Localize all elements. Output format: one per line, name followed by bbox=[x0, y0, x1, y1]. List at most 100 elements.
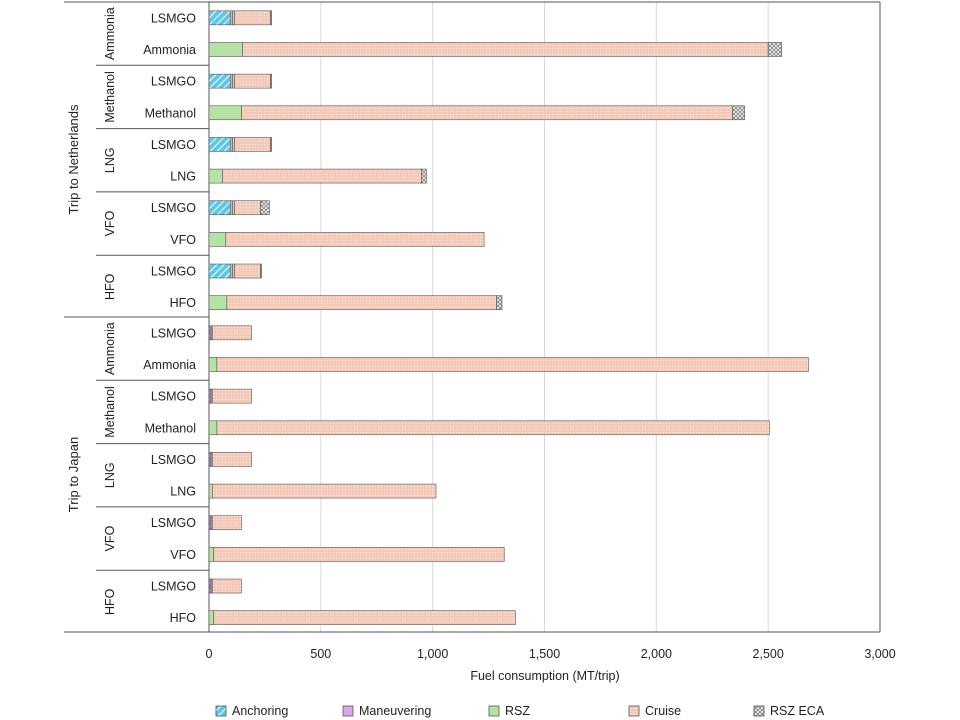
x-tick-label: 2,000 bbox=[641, 647, 672, 661]
bar-segment-rsz bbox=[232, 10, 236, 26]
x-tick-label: 1,000 bbox=[417, 647, 448, 661]
bar-segment-rsz-eca bbox=[767, 42, 782, 57]
bar-category-label: Methanol bbox=[145, 106, 196, 120]
bar-category-label: LSMGO bbox=[151, 390, 196, 404]
bar-segment-cruise bbox=[213, 547, 505, 562]
bar-segment-rsz-eca bbox=[421, 168, 427, 184]
bar-segment-rsz bbox=[208, 42, 243, 57]
bar-segment-cruise bbox=[234, 200, 261, 216]
bar-segment-rsz bbox=[232, 73, 236, 89]
bar-segment-rsz bbox=[232, 263, 236, 279]
bar-category-label: HFO bbox=[170, 611, 197, 625]
bar-segment-cruise bbox=[216, 420, 770, 436]
bar-segment-rsz bbox=[208, 168, 223, 184]
bar-segment-rsz bbox=[232, 137, 236, 152]
bar-segment-cruise bbox=[225, 232, 485, 247]
group-label: VFO bbox=[103, 210, 117, 236]
bar-segment-cruise bbox=[212, 483, 437, 499]
bar-segment-rsz bbox=[208, 357, 218, 372]
group-label: HFO bbox=[103, 588, 117, 615]
bar-segment-cruise bbox=[212, 325, 252, 341]
bar-segment-rsz bbox=[208, 105, 242, 121]
bar-segment-rsz bbox=[208, 295, 228, 310]
bar-segment-cruise bbox=[213, 610, 516, 625]
trip-label: Trip to Netherlands bbox=[66, 104, 81, 215]
bar-category-label: LSMGO bbox=[151, 201, 196, 215]
bar-category-label: HFO bbox=[170, 296, 197, 310]
bar-segment-cruise bbox=[234, 137, 271, 152]
bar-segment-rsz-eca bbox=[260, 200, 270, 216]
legend-swatch bbox=[488, 705, 500, 717]
bar-segment-maneuvering bbox=[229, 263, 233, 279]
gridlines bbox=[320, 2, 881, 632]
bar-segment-rsz-eca bbox=[270, 73, 272, 89]
group-label: Methanol bbox=[103, 386, 117, 437]
bar-segment-anchoring bbox=[208, 263, 231, 279]
bar-segment-cruise bbox=[216, 357, 809, 372]
bar-segment-rsz bbox=[208, 610, 214, 625]
x-axis: 0 500 1,000 1,500 2,000 2,500 3,000 bbox=[206, 647, 896, 661]
bar-category-label: VFO bbox=[170, 548, 196, 562]
legend-swatch bbox=[342, 705, 354, 717]
bar-segment-maneuvering bbox=[229, 137, 233, 152]
x-tick-label: 0 bbox=[206, 647, 213, 661]
bar-segment-rsz-eca bbox=[270, 10, 272, 26]
bars bbox=[208, 10, 809, 625]
bar-category-label: Ammonia bbox=[143, 43, 196, 57]
bar-category-label: LSMGO bbox=[151, 453, 196, 467]
group-label: LNG bbox=[103, 147, 117, 173]
x-axis-title: Fuel consumption (MT/trip) bbox=[470, 669, 619, 683]
plot-frame bbox=[64, 1, 881, 633]
bar-segment-cruise bbox=[234, 73, 271, 89]
legend-label: RSZ bbox=[505, 704, 530, 718]
bar-segment-rsz bbox=[208, 547, 214, 562]
legend-label: Cruise bbox=[645, 704, 681, 718]
bar-segment-cruise bbox=[242, 42, 769, 57]
x-tick-label: 1,500 bbox=[529, 647, 560, 661]
bar-category-label: Methanol bbox=[145, 421, 196, 435]
trip-label: Trip to Japan bbox=[66, 437, 81, 512]
bar-segment-rsz bbox=[208, 483, 213, 499]
legend-swatch bbox=[215, 705, 227, 717]
bar-segment-cruise bbox=[212, 515, 242, 531]
bar-segment-rsz bbox=[208, 420, 218, 436]
bar-category-label: Ammonia bbox=[143, 358, 196, 372]
bar-segment-anchoring bbox=[208, 137, 231, 152]
bar-segment-cruise bbox=[212, 388, 252, 404]
bar-segment-cruise bbox=[234, 263, 261, 279]
bar-segment-rsz bbox=[208, 232, 227, 247]
group-label: VFO bbox=[103, 525, 117, 551]
bar-category-label: LSMGO bbox=[151, 75, 196, 89]
x-tick-label: 3,000 bbox=[864, 647, 895, 661]
group-label: HFO bbox=[103, 273, 117, 300]
legend: Anchoring Maneuvering RSZ Cruise RSZ ECA bbox=[215, 704, 825, 718]
bar-segment-rsz-eca bbox=[732, 105, 745, 121]
bar-segment-maneuvering bbox=[229, 73, 233, 89]
bar-category-label: LSMGO bbox=[151, 516, 196, 530]
bar-category-label: LNG bbox=[170, 485, 196, 499]
bar-category-label: LSMGO bbox=[151, 138, 196, 152]
bar-segment-rsz-eca bbox=[260, 263, 262, 279]
legend-label: RSZ ECA bbox=[770, 704, 825, 718]
bar-segment-cruise bbox=[212, 578, 242, 594]
category-labels: Trip to Netherlands Ammonia LSMGO Ammonia Me… bbox=[66, 7, 196, 625]
group-label: Ammonia bbox=[103, 7, 117, 60]
bar-category-label: LSMGO bbox=[151, 265, 196, 279]
bar-segment-anchoring bbox=[208, 73, 231, 89]
group-label: Ammonia bbox=[103, 322, 117, 375]
bar-category-label: LSMGO bbox=[151, 580, 196, 594]
bar-segment-cruise bbox=[222, 168, 422, 184]
bar-segment-cruise bbox=[234, 10, 271, 26]
bar-segment-maneuvering bbox=[229, 10, 233, 26]
bar-category-label: LSMGO bbox=[151, 326, 196, 340]
bar-segment-cruise bbox=[241, 105, 733, 121]
legend-swatch bbox=[753, 705, 765, 717]
bar-segment-cruise bbox=[212, 452, 252, 467]
bar-segment-rsz-eca bbox=[270, 137, 272, 152]
group-label: LNG bbox=[103, 462, 117, 488]
bar-segment-cruise bbox=[226, 295, 497, 310]
legend-swatch bbox=[628, 705, 640, 717]
legend-label: Anchoring bbox=[232, 704, 288, 718]
bar-segment-anchoring bbox=[208, 10, 231, 26]
